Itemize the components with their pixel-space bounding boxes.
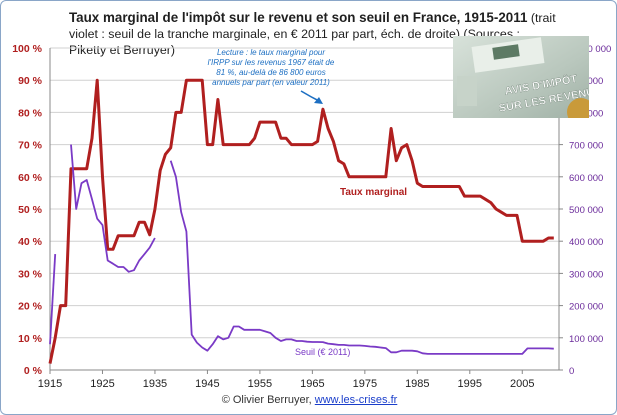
series-line-seuil [169,160,554,355]
chart-title-rest: (trait violet : seuil de la tranche marg… [69,11,556,57]
annotation-line-1: Lecture : le taux marginal pour [217,48,325,57]
annotation-arrow-head [314,97,323,104]
y-right-tick-label: 100 000 [569,334,603,345]
credit-author: © Olivier Berruyer, [221,394,312,406]
annotation-group: Lecture : le taux marginal pour l'IRPP s… [208,48,335,104]
axes: 0 % 0 10 % 100 000 20 % 200 000 30 % 300 000 40 … [12,43,611,390]
y-right-tick-label: 600 000 [569,173,603,184]
y-left-tick-label: 10 % [18,333,43,345]
series-line-taux-marginal [48,78,554,364]
y-right-tick-label: 500 000 [569,205,603,216]
y-left-tick-label: 70 % [18,140,43,152]
threshold-series-label: Seuil (€ 2011) [295,347,350,357]
y-left-tick-label: 100 % [12,43,42,55]
x-tick-label: 1945 [195,378,219,390]
x-tick-label: 1925 [90,378,114,390]
y-right-tick-label: 300 000 [569,269,603,280]
x-tick-label: 2005 [510,378,534,390]
y-right-tick-label: 700 000 [569,141,603,152]
annotation-line-4: annuels par part (en valeur 2011) [212,78,330,87]
series-lines [48,78,554,364]
credit-line: © Olivier Berruyer, www.les-crises.fr [1,394,616,406]
credit-link[interactable]: www.les-crises.fr [314,394,398,406]
x-tick-label: 1985 [405,378,429,390]
tax-notice-photo: AVIS D'IMPÔT SUR LES REVENUS [453,36,589,118]
y-right-tick-label: 0 [569,366,574,377]
annotation-line-3: 81 %, au-delà de 86 800 euros [216,68,325,77]
y-left-tick-label: 60 % [18,172,43,184]
x-tick-label: 1965 [300,378,324,390]
rate-series-label: Taux marginal [340,187,407,198]
x-tick-label: 1975 [353,378,377,390]
series-line-seuil [49,254,57,345]
chart-title-bold: Taux marginal de l'impôt sur le revenu e… [69,10,528,25]
y-left-tick-label: 50 % [18,204,43,216]
y-left-tick-label: 30 % [18,268,43,280]
y-right-tick-label: 1 000 000 [569,44,611,55]
y-left-tick-label: 80 % [18,107,43,119]
chart-title: Taux marginal de l'impôt sur le revenu e… [69,10,559,58]
y-right-tick-label: 200 000 [569,302,603,313]
x-tick-label: 1995 [458,378,482,390]
y-left-tick-label: 20 % [18,301,43,313]
x-tick-label: 1935 [143,378,167,390]
annotation-line-2: l'IRPP sur les revenus 1967 était de [208,58,335,67]
x-tick-label: 1915 [38,378,62,390]
y-left-tick-label: 40 % [18,236,43,248]
y-right-tick-label: 400 000 [569,237,603,248]
y-left-tick-label: 0 % [24,365,43,377]
y-left-tick-label: 90 % [18,75,43,87]
series-line-seuil [70,144,156,273]
x-tick-label: 1955 [248,378,272,390]
